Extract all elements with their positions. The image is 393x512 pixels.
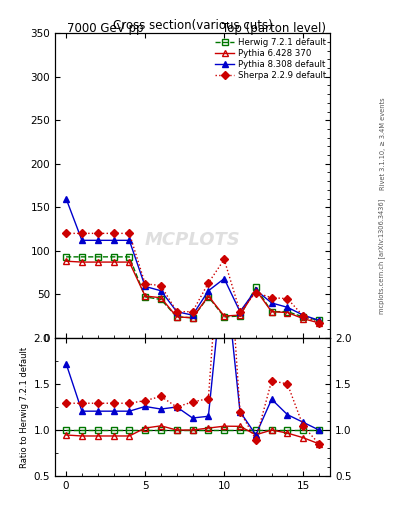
Pythia 6.428 370: [253, 287, 258, 293]
Herwig 7.2.1 default: [127, 254, 132, 260]
Pythia 8.308 default: [269, 300, 274, 306]
Pythia 8.308 default: [190, 312, 195, 318]
Text: Rivet 3.1.10, ≥ 3.4M events: Rivet 3.1.10, ≥ 3.4M events: [380, 97, 386, 189]
Sherpa 2.2.9 default: [111, 230, 116, 237]
Pythia 6.428 370: [127, 259, 132, 265]
Pythia 6.428 370: [317, 320, 321, 326]
Pythia 8.308 default: [174, 309, 179, 315]
Herwig 7.2.1 default: [317, 317, 321, 324]
Legend: Herwig 7.2.1 default, Pythia 6.428 370, Pythia 8.308 default, Sherpa 2.2.9 defau: Herwig 7.2.1 default, Pythia 6.428 370, …: [213, 36, 327, 82]
Title: Cross section(various cuts): Cross section(various cuts): [113, 19, 272, 32]
Pythia 6.428 370: [174, 314, 179, 320]
Pythia 8.308 default: [159, 288, 163, 294]
Sherpa 2.2.9 default: [95, 230, 100, 237]
Text: Top (parton level): Top (parton level): [222, 22, 326, 35]
Herwig 7.2.1 default: [301, 314, 306, 320]
Pythia 8.308 default: [285, 304, 290, 310]
Pythia 6.428 370: [64, 258, 68, 264]
Sherpa 2.2.9 default: [174, 309, 179, 315]
Y-axis label: Ratio to Herwig 7.2.1 default: Ratio to Herwig 7.2.1 default: [20, 347, 29, 467]
Pythia 6.428 370: [238, 312, 242, 318]
Herwig 7.2.1 default: [190, 315, 195, 321]
Herwig 7.2.1 default: [238, 313, 242, 319]
Herwig 7.2.1 default: [159, 296, 163, 303]
Pythia 8.308 default: [206, 288, 211, 294]
Herwig 7.2.1 default: [269, 309, 274, 315]
Pythia 6.428 370: [285, 309, 290, 315]
Pythia 6.428 370: [206, 293, 211, 299]
Sherpa 2.2.9 default: [79, 230, 84, 237]
Herwig 7.2.1 default: [143, 294, 147, 300]
Herwig 7.2.1 default: [95, 254, 100, 260]
Text: mcplots.cern.ch [arXiv:1306.3436]: mcplots.cern.ch [arXiv:1306.3436]: [378, 198, 385, 314]
Herwig 7.2.1 default: [222, 314, 226, 320]
Herwig 7.2.1 default: [64, 254, 68, 260]
Pythia 8.308 default: [143, 283, 147, 289]
Pythia 6.428 370: [79, 259, 84, 265]
Pythia 8.308 default: [95, 237, 100, 243]
Sherpa 2.2.9 default: [64, 230, 68, 237]
Sherpa 2.2.9 default: [143, 281, 147, 287]
Herwig 7.2.1 default: [111, 254, 116, 260]
Pythia 6.428 370: [111, 259, 116, 265]
Sherpa 2.2.9 default: [317, 320, 321, 326]
Herwig 7.2.1 default: [253, 284, 258, 290]
Line: Pythia 8.308 default: Pythia 8.308 default: [63, 196, 322, 323]
Pythia 8.308 default: [317, 317, 321, 324]
Pythia 8.308 default: [301, 312, 306, 318]
Herwig 7.2.1 default: [174, 314, 179, 320]
Sherpa 2.2.9 default: [206, 280, 211, 286]
Sherpa 2.2.9 default: [127, 230, 132, 237]
Sherpa 2.2.9 default: [222, 257, 226, 263]
Pythia 6.428 370: [159, 295, 163, 301]
Line: Sherpa 2.2.9 default: Sherpa 2.2.9 default: [63, 230, 322, 326]
Pythia 8.308 default: [111, 237, 116, 243]
Pythia 6.428 370: [143, 293, 147, 299]
Pythia 8.308 default: [64, 196, 68, 202]
Herwig 7.2.1 default: [285, 309, 290, 315]
Text: 7000 GeV pp: 7000 GeV pp: [67, 22, 143, 35]
Pythia 8.308 default: [253, 287, 258, 293]
Pythia 8.308 default: [222, 275, 226, 282]
Line: Herwig 7.2.1 default: Herwig 7.2.1 default: [63, 254, 322, 323]
Sherpa 2.2.9 default: [190, 309, 195, 315]
Herwig 7.2.1 default: [79, 254, 84, 260]
Herwig 7.2.1 default: [206, 294, 211, 300]
Line: Pythia 6.428 370: Pythia 6.428 370: [63, 259, 322, 326]
Pythia 8.308 default: [238, 309, 242, 315]
Pythia 6.428 370: [269, 309, 274, 315]
Sherpa 2.2.9 default: [253, 289, 258, 295]
Text: MCPLOTS: MCPLOTS: [145, 231, 241, 249]
Sherpa 2.2.9 default: [238, 309, 242, 315]
Pythia 6.428 370: [95, 259, 100, 265]
Pythia 8.308 default: [79, 237, 84, 243]
Sherpa 2.2.9 default: [285, 295, 290, 302]
Pythia 6.428 370: [190, 315, 195, 321]
Pythia 6.428 370: [222, 313, 226, 319]
Sherpa 2.2.9 default: [159, 283, 163, 289]
Sherpa 2.2.9 default: [269, 295, 274, 301]
Pythia 8.308 default: [127, 237, 132, 243]
Pythia 6.428 370: [301, 315, 306, 322]
Sherpa 2.2.9 default: [301, 313, 306, 319]
